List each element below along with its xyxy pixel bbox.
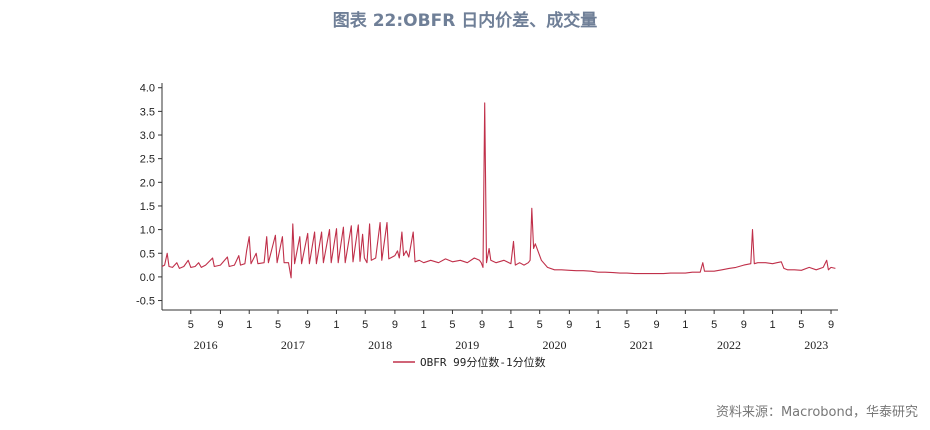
x-tick-label: 1 (595, 319, 601, 331)
y-tick-label: 4.0 (140, 83, 155, 95)
x-tick-label: 9 (305, 319, 311, 331)
y-tick-label: 3.5 (140, 106, 155, 118)
x-tick-label: 9 (217, 319, 223, 331)
x-year-label: 2022 (717, 338, 741, 352)
y-tick-label: -0.5 (136, 296, 155, 308)
y-tick-label: 2.5 (140, 154, 155, 166)
y-tick-label: 2.0 (140, 177, 155, 189)
y-tick-label: 0.5 (140, 248, 155, 260)
x-year-label: 2020 (543, 338, 567, 352)
x-axis: 5 9 1 5 9 1 5 9 1 5 9 1 5 9 1 5 9 1 5 9 1 5 9 2016 2017 2018 2019 2… (162, 309, 838, 352)
x-tick-label: 5 (537, 319, 543, 331)
source-note: 资料来源：Macrobond，华泰研究 (715, 405, 918, 420)
x-year-label: 2021 (630, 338, 654, 352)
y-tick-label: 0.0 (140, 272, 155, 284)
x-tick-label: 1 (682, 319, 688, 331)
y-tick-label: 1.5 (140, 201, 155, 213)
legend-label: OBFR 99分位数-1分位数 (420, 355, 546, 369)
x-tick-label: 5 (798, 319, 804, 331)
x-year-label: 2023 (804, 338, 828, 352)
x-year-label: 2018 (368, 338, 392, 352)
x-tick-label: 9 (566, 319, 572, 331)
y-tick-label: 1.0 (140, 225, 155, 237)
x-tick-label: 1 (508, 319, 514, 331)
x-tick-label: 1 (421, 319, 427, 331)
y-tick-label: 3.0 (140, 130, 155, 142)
plot-area (161, 102, 836, 279)
x-year-label: 2016 (194, 338, 218, 352)
x-tick-label: 1 (333, 319, 339, 331)
x-tick-label: 5 (711, 319, 717, 331)
legend: OBFR 99分位数-1分位数 (393, 355, 546, 369)
x-tick-label: 5 (275, 319, 281, 331)
x-tick-label: 1 (770, 319, 776, 331)
x-tick-label: 5 (188, 319, 194, 331)
chart-title: 图表 22:OBFR 日内价差、成交量 (332, 11, 598, 31)
x-tick-label: 9 (479, 319, 485, 331)
x-year-label: 2019 (455, 338, 479, 352)
x-tick-label: 1 (246, 319, 252, 331)
x-tick-label: 9 (828, 319, 834, 331)
x-tick-label: 9 (654, 319, 660, 331)
series-line (161, 102, 836, 279)
x-year-label: 2017 (281, 338, 305, 352)
x-tick-label: 9 (741, 319, 747, 331)
x-tick-label: 5 (362, 319, 368, 331)
x-tick-label: 5 (624, 319, 630, 331)
x-tick-label: 9 (392, 319, 398, 331)
x-tick-label: 5 (449, 319, 455, 331)
y-axis: 4.0 3.5 3.0 2.5 2.0 1.5 1.0 0.5 0.0 -0.5 (136, 83, 163, 310)
